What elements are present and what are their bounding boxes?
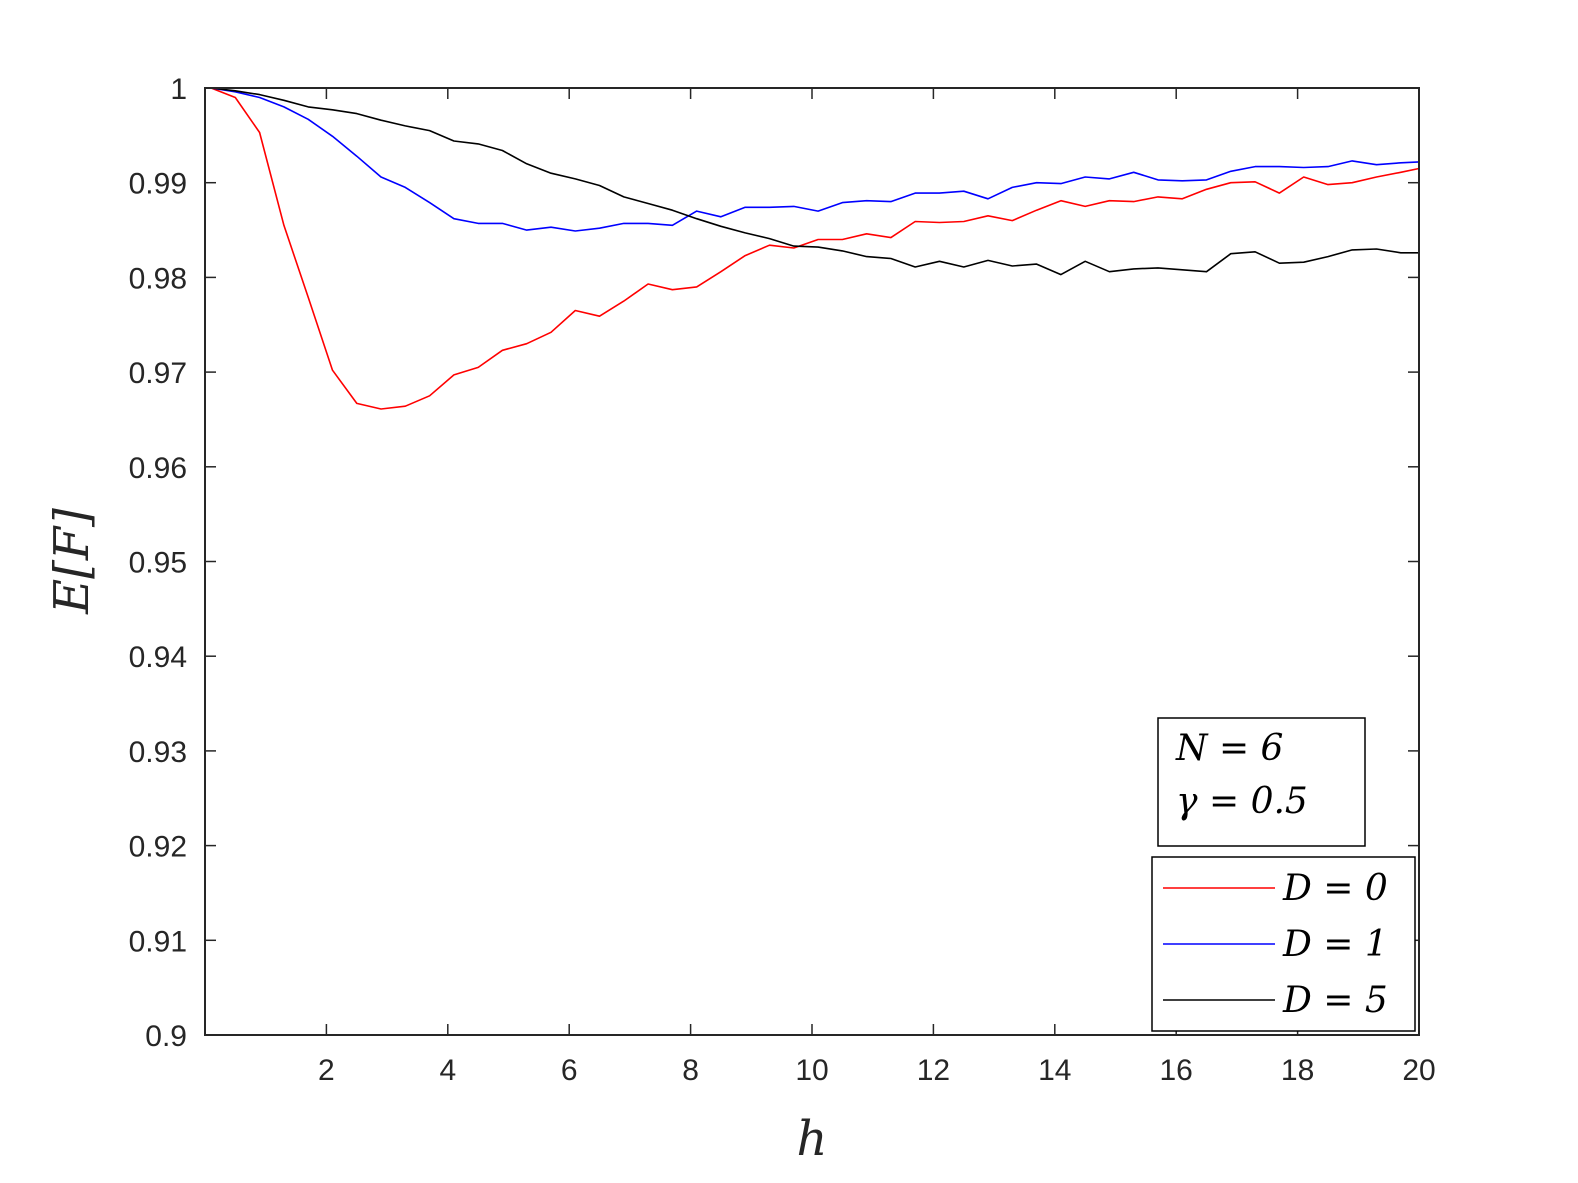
y-tick-label: 0.96 <box>129 452 187 485</box>
x-tick-label: 6 <box>561 1054 578 1087</box>
x-tick-label: 12 <box>917 1054 950 1087</box>
y-tick-label: 0.92 <box>129 831 187 864</box>
y-axis-label: E[F] <box>44 508 100 615</box>
y-tick-label: 0.94 <box>129 641 187 674</box>
series-layer <box>210 87 1420 410</box>
x-tick-label: 20 <box>1402 1054 1435 1087</box>
y-tick-label: 1 <box>170 73 187 106</box>
x-tick-label: 10 <box>795 1054 828 1087</box>
annotation-line-2: γ = 0.5 <box>1176 781 1308 822</box>
y-tick-label: 0.99 <box>129 168 187 201</box>
x-tick-label: 18 <box>1281 1054 1314 1087</box>
legend-label-1: D = 1 <box>1282 924 1388 965</box>
y-tick-label: 0.91 <box>129 925 187 958</box>
legend: D = 0 D = 1 D = 5 <box>1151 856 1416 1032</box>
y-tick-label: 0.95 <box>129 547 187 580</box>
y-tick-label: 0.97 <box>129 357 187 390</box>
series-line-2 <box>211 87 1419 276</box>
ticks-layer: 2 4 6 8 10 12 14 16 18 20 0.9 0.91 0.92 0.93 0.94 0.95 0… <box>129 73 1436 1087</box>
y-tick-label: 0.9 <box>145 1020 187 1053</box>
x-axis-label: h <box>797 1111 828 1167</box>
series-line-0 <box>210 87 1420 410</box>
x-tick-label: 14 <box>1038 1054 1071 1087</box>
series-line-1 <box>210 87 1420 232</box>
y-tick-label: 0.98 <box>129 262 187 295</box>
annotation-border <box>1157 717 1366 847</box>
x-tick-label: 4 <box>439 1054 456 1087</box>
annotation-line-1: N = 6 <box>1175 728 1283 769</box>
y-tick-label: 0.93 <box>129 736 187 769</box>
x-tick-label: 2 <box>318 1054 335 1087</box>
legend-label-0: D = 0 <box>1282 868 1388 909</box>
annotation-box: N = 6 γ = 0.5 <box>1157 717 1366 847</box>
legend-label-2: D = 5 <box>1282 980 1388 1021</box>
x-tick-label: 16 <box>1160 1054 1193 1087</box>
x-tick-label: 8 <box>682 1054 699 1087</box>
